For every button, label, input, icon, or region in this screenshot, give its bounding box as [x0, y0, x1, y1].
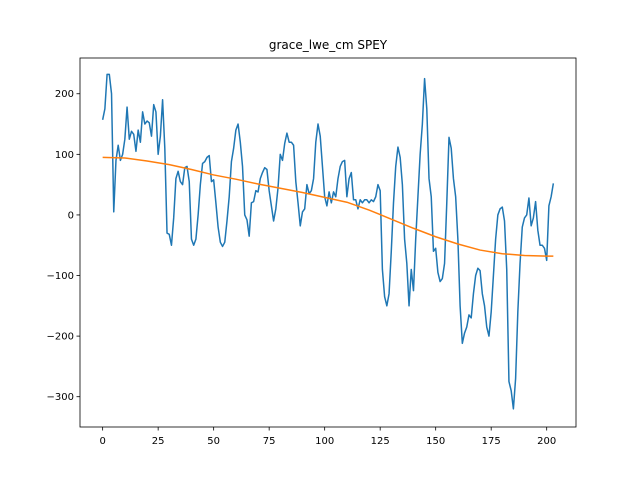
chart-title: grace_lwe_cm SPEY [269, 38, 388, 52]
x-tick-label: 125 [371, 436, 390, 447]
y-tick-label: 200 [55, 89, 74, 100]
x-tick-label: 50 [207, 436, 220, 447]
y-tick-label: −100 [47, 271, 74, 282]
series-line [101, 73, 555, 410]
series-line [102, 156, 554, 257]
x-tick-label: 0 [99, 436, 105, 447]
x-tick-label: 150 [426, 436, 445, 447]
y-tick-label: −300 [47, 392, 74, 403]
x-tick-label: 200 [537, 436, 556, 447]
x-tick-label: 175 [482, 436, 501, 447]
x-tick-label: 25 [152, 436, 165, 447]
y-tick-label: 100 [55, 150, 74, 161]
y-tick-label: −200 [47, 332, 74, 343]
x-tick-label: 100 [315, 436, 334, 447]
x-tick-label: 75 [263, 436, 276, 447]
plot-frame [79, 57, 577, 428]
y-tick-label: 0 [68, 210, 74, 221]
